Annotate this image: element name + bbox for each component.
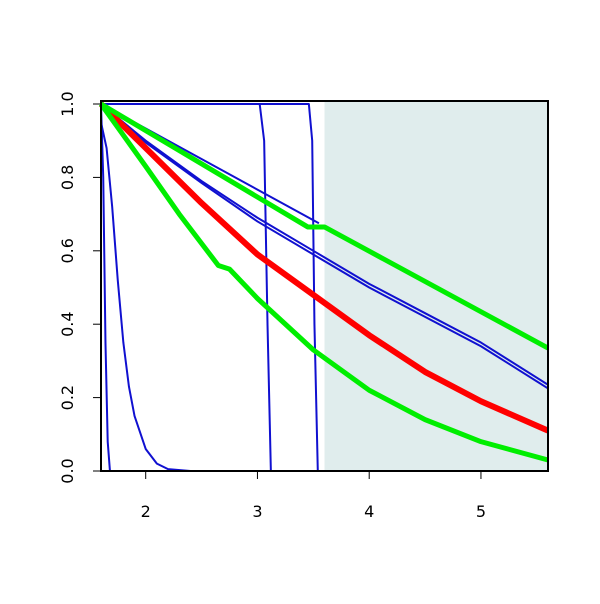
x-tick-label: 5 [476, 502, 486, 521]
y-tick-label: 0.8 [58, 165, 77, 190]
x-tick-label: 4 [364, 502, 374, 521]
y-tick-label: 0.0 [58, 458, 77, 483]
y-tick-label: 1.0 [58, 91, 77, 116]
plot-frame [100, 100, 549, 472]
y-tick-label: 0.6 [58, 238, 77, 263]
y-tick-label: 0.2 [58, 385, 77, 410]
line-series [99, 101, 550, 351]
line-series [98, 102, 549, 463]
line-series [100, 103, 118, 472]
line-series [98, 101, 550, 434]
x-tick-label: 3 [252, 502, 262, 521]
x-tick-label: 2 [141, 502, 151, 521]
y-tick-label: 0.4 [58, 311, 77, 336]
line-series [100, 122, 191, 472]
